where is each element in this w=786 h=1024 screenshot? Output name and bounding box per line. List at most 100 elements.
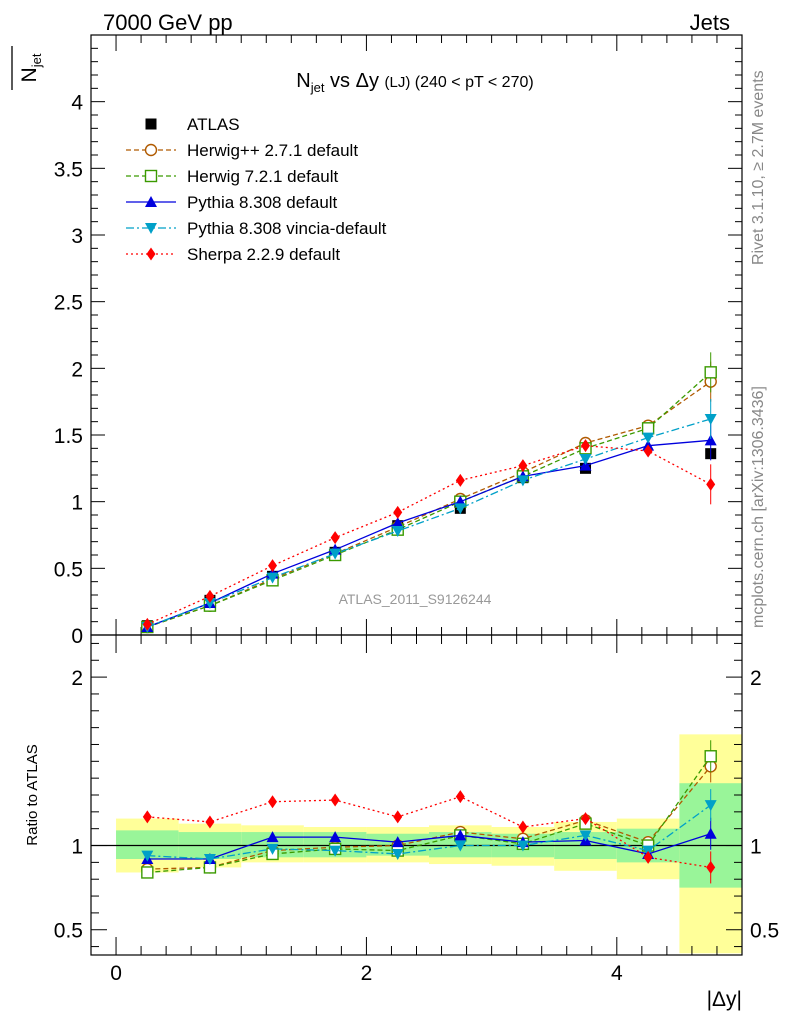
ratio-point — [516, 840, 529, 852]
data-point — [581, 439, 591, 453]
title-n: N — [296, 70, 310, 92]
ylabel-n-main: N — [18, 67, 41, 82]
ratio-point — [205, 815, 215, 829]
legend-label: Sherpa 2.2.9 default — [187, 245, 340, 264]
y-tick-label: 2.5 — [54, 292, 83, 315]
ratio-point — [581, 812, 591, 826]
legend-label: Herwig++ 2.7.1 default — [187, 141, 358, 160]
title-mid: vs Δy — [324, 70, 384, 92]
legend-marker — [144, 143, 158, 157]
data-point — [642, 432, 655, 444]
ratio-y-tick-label-right: 2 — [750, 667, 762, 690]
data-point — [330, 531, 340, 545]
data-point — [266, 572, 279, 584]
data-point — [391, 517, 404, 528]
data-point — [268, 559, 278, 573]
main-series — [141, 352, 717, 634]
ratio-point — [391, 836, 404, 848]
y-tick-label: 3 — [71, 225, 83, 248]
title-sub: jet — [310, 80, 325, 95]
ratio-point — [704, 750, 717, 763]
ratio-point — [329, 831, 342, 843]
ratio-line — [147, 833, 711, 860]
ratio-line — [147, 795, 711, 869]
ratio-y-tick-label: 0.5 — [54, 920, 83, 943]
y-tick-label: 0.5 — [54, 558, 83, 581]
ratio-point — [329, 845, 342, 857]
ratio-xlabel: |Δy| — [707, 988, 742, 1011]
legend-label: ATLAS — [187, 115, 240, 134]
legend-item: Pythia 8.308 vincia-default — [126, 219, 387, 238]
ratio-point — [266, 831, 279, 843]
data-point — [579, 454, 592, 465]
ratio-point — [455, 790, 465, 804]
ratio-point — [454, 840, 467, 852]
ratio-point — [266, 843, 279, 855]
y-tick-label: 1 — [71, 492, 83, 515]
main-ylabel: Njet — [11, 46, 44, 90]
ratio-series-sherpa-2-2-9-default — [142, 790, 716, 884]
series-sherpa-2-2-9-default — [142, 439, 716, 631]
ratio-point — [704, 827, 717, 839]
ratio-point — [643, 850, 653, 864]
ratio-point — [704, 800, 717, 812]
legend-label: Pythia 8.308 vincia-default — [187, 219, 387, 238]
ratio-point — [518, 820, 528, 834]
ylabel-n-sub: jet — [29, 53, 44, 68]
data-point — [704, 366, 717, 379]
y-tick-label: 1.5 — [54, 425, 83, 448]
main-axes: 0 0.5 1 1.5 2 2.5 3 3.5 4 — [54, 35, 743, 648]
legend-label: Herwig 7.2.1 default — [187, 167, 338, 186]
header-left: 7000 GeV pp — [103, 10, 233, 35]
ratio-y-tick-label-right: 0.5 — [750, 920, 779, 943]
series-line — [147, 439, 711, 628]
ratio-x-tick-label: 2 — [361, 962, 373, 985]
legend-item: Pythia 8.308 default — [126, 193, 338, 212]
data-point — [579, 459, 592, 471]
ratio-point — [454, 829, 467, 841]
main-watermark: ATLAS_2011_S9126244 — [339, 591, 492, 607]
y-tick-label: 0 — [71, 625, 83, 648]
ratio-x-tick-label: 0 — [110, 962, 122, 985]
ratio-point — [142, 810, 152, 824]
data-point — [516, 475, 529, 487]
ratio-ylabel: Ratio to ATLAS — [24, 744, 41, 845]
ratio-point — [330, 793, 340, 807]
ratio-point — [391, 848, 404, 860]
ratio-x-tick-label: 4 — [611, 962, 623, 985]
side-label-bottom: mcplots.cern.ch [arXiv:1306.3436] — [750, 386, 767, 628]
ratio-point — [203, 854, 216, 865]
data-point — [706, 477, 716, 491]
legend-marker — [146, 247, 156, 261]
ratio-point — [393, 810, 403, 824]
legend-item: Herwig++ 2.7.1 default — [126, 141, 358, 160]
data-point — [205, 589, 215, 603]
ratio-series-pythia-8-308-vincia-default — [141, 789, 717, 865]
data-point — [704, 434, 717, 446]
data-point — [391, 526, 404, 537]
ratio-series — [141, 740, 717, 884]
title-lj: (LJ) — [385, 74, 411, 91]
ratio-point — [141, 866, 154, 879]
ratio-frame — [90, 634, 743, 956]
legend-label: Pythia 8.308 default — [187, 193, 338, 212]
ratio-point — [268, 795, 278, 809]
main-panel: 0 0.5 1 1.5 2 2.5 3 3.5 4 ATLAS_2011_S9126244 Nj… — [11, 34, 743, 648]
ratio-point — [579, 830, 592, 842]
ylabel-n: Njet — [18, 53, 44, 82]
y-tick-label: 4 — [71, 92, 83, 115]
legend-marker — [145, 223, 157, 234]
legend-marker — [145, 196, 157, 207]
legend-item: Sherpa 2.2.9 default — [126, 245, 340, 264]
ratio-point — [141, 850, 154, 862]
series-line — [147, 371, 712, 628]
data-point — [142, 617, 152, 631]
side-label-top: Rivet 3.1.10, ≥ 2.7M events — [750, 70, 767, 265]
y-tick-label: 3.5 — [54, 158, 83, 181]
data-point — [643, 444, 653, 458]
data-point — [393, 505, 403, 519]
legend-item: Herwig 7.2.1 default — [126, 167, 338, 186]
legend: ATLAS Herwig++ 2.7.1 default Herwig 7.2.1 … — [126, 115, 387, 264]
data-point — [203, 598, 216, 609]
